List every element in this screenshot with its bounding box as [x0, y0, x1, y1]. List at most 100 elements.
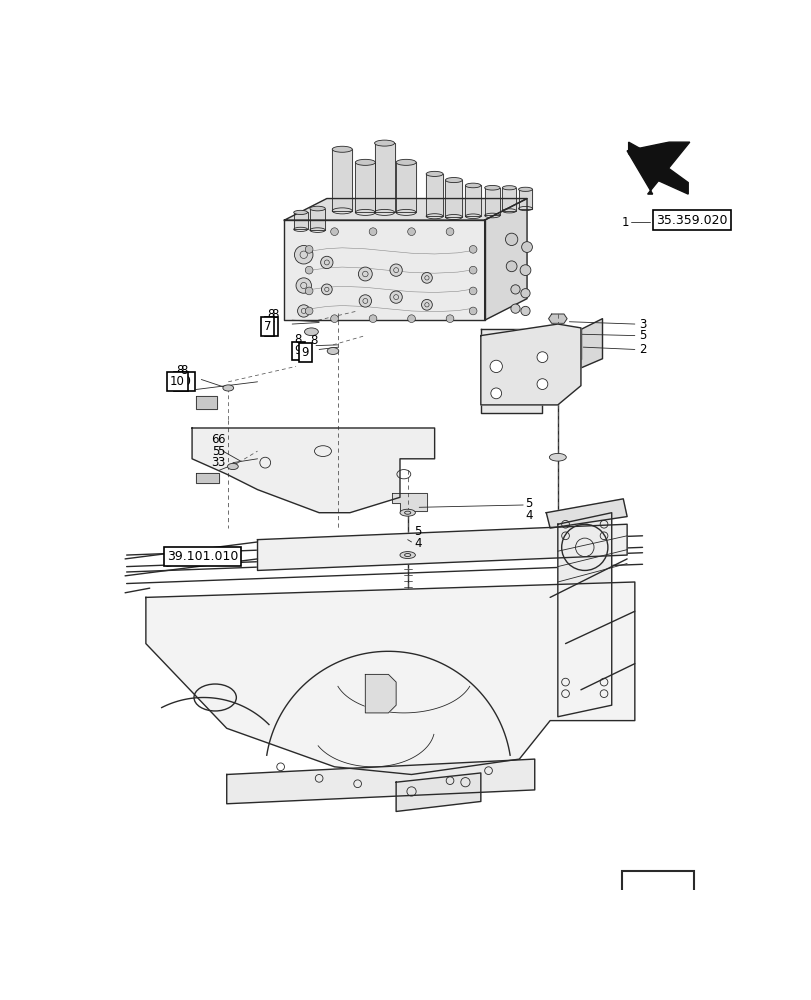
Polygon shape	[426, 174, 443, 216]
Polygon shape	[548, 314, 566, 323]
Circle shape	[358, 295, 371, 307]
Polygon shape	[192, 428, 434, 513]
Text: 8: 8	[180, 364, 187, 377]
Circle shape	[510, 285, 520, 294]
Ellipse shape	[355, 159, 375, 165]
Circle shape	[519, 347, 526, 355]
Text: 4: 4	[414, 537, 422, 550]
Circle shape	[445, 228, 453, 235]
Ellipse shape	[396, 159, 416, 165]
Text: 39.101.010: 39.101.010	[166, 550, 238, 563]
Polygon shape	[480, 329, 580, 413]
Polygon shape	[374, 143, 394, 212]
Ellipse shape	[484, 185, 500, 190]
Text: 8: 8	[177, 364, 184, 377]
Circle shape	[520, 306, 530, 316]
Polygon shape	[195, 473, 219, 483]
Circle shape	[520, 265, 530, 276]
Text: 6: 6	[212, 433, 219, 446]
Ellipse shape	[400, 552, 415, 559]
Circle shape	[369, 228, 376, 235]
Text: 3: 3	[217, 456, 225, 469]
Text: 8: 8	[310, 334, 317, 347]
Circle shape	[297, 305, 310, 317]
Polygon shape	[484, 199, 526, 320]
Text: 8: 8	[267, 308, 275, 321]
Ellipse shape	[518, 187, 532, 191]
Polygon shape	[484, 188, 500, 215]
Circle shape	[296, 278, 311, 293]
Circle shape	[469, 266, 476, 274]
Ellipse shape	[332, 146, 352, 152]
Polygon shape	[580, 319, 602, 368]
Text: 10: 10	[169, 375, 185, 388]
Text: 7: 7	[264, 320, 271, 333]
Polygon shape	[332, 149, 352, 211]
Text: 9: 9	[301, 346, 309, 359]
Circle shape	[421, 299, 431, 310]
Circle shape	[305, 246, 312, 253]
Polygon shape	[628, 142, 688, 194]
Circle shape	[294, 246, 312, 264]
Text: 6: 6	[217, 433, 225, 446]
Ellipse shape	[294, 210, 307, 214]
Circle shape	[320, 256, 333, 269]
Circle shape	[358, 267, 371, 281]
Bar	[622, 871, 693, 928]
Text: 35.359.020: 35.359.020	[655, 214, 727, 227]
Circle shape	[504, 233, 517, 246]
Polygon shape	[626, 142, 689, 194]
Circle shape	[389, 264, 401, 276]
Polygon shape	[284, 220, 484, 320]
Polygon shape	[195, 396, 217, 409]
Circle shape	[510, 304, 520, 313]
Text: 8: 8	[271, 308, 278, 321]
Ellipse shape	[465, 183, 480, 188]
Ellipse shape	[549, 347, 565, 355]
Polygon shape	[557, 513, 611, 717]
Polygon shape	[392, 493, 427, 511]
Circle shape	[305, 307, 312, 315]
Circle shape	[521, 242, 532, 252]
Text: 3: 3	[638, 318, 646, 331]
Circle shape	[469, 307, 476, 315]
Circle shape	[469, 246, 476, 253]
Polygon shape	[310, 209, 325, 230]
Circle shape	[305, 266, 312, 274]
Text: 2: 2	[638, 343, 646, 356]
Polygon shape	[294, 212, 307, 229]
Polygon shape	[465, 185, 480, 216]
Polygon shape	[502, 188, 516, 211]
Ellipse shape	[374, 140, 394, 146]
Polygon shape	[257, 524, 626, 570]
Polygon shape	[445, 180, 461, 217]
Circle shape	[321, 284, 332, 295]
Circle shape	[369, 315, 376, 323]
Ellipse shape	[327, 348, 338, 354]
Text: 5: 5	[638, 329, 646, 342]
Text: 1: 1	[621, 216, 629, 229]
Polygon shape	[365, 674, 396, 713]
Ellipse shape	[304, 328, 318, 336]
Circle shape	[490, 360, 502, 373]
Bar	[511, 342, 546, 363]
Circle shape	[445, 315, 453, 323]
Polygon shape	[146, 582, 634, 774]
Polygon shape	[396, 773, 480, 811]
Polygon shape	[355, 162, 375, 212]
Ellipse shape	[310, 206, 325, 211]
Text: 5: 5	[212, 445, 219, 458]
Polygon shape	[518, 189, 532, 209]
Circle shape	[389, 291, 401, 303]
Circle shape	[469, 287, 476, 295]
Text: 5: 5	[217, 445, 225, 458]
Text: 9: 9	[294, 344, 302, 358]
Circle shape	[407, 315, 415, 323]
Text: 5: 5	[414, 525, 422, 538]
Ellipse shape	[222, 385, 234, 391]
Ellipse shape	[550, 394, 564, 401]
Circle shape	[421, 272, 431, 283]
Polygon shape	[546, 499, 626, 528]
Text: 4: 4	[525, 509, 532, 522]
Circle shape	[505, 261, 517, 272]
